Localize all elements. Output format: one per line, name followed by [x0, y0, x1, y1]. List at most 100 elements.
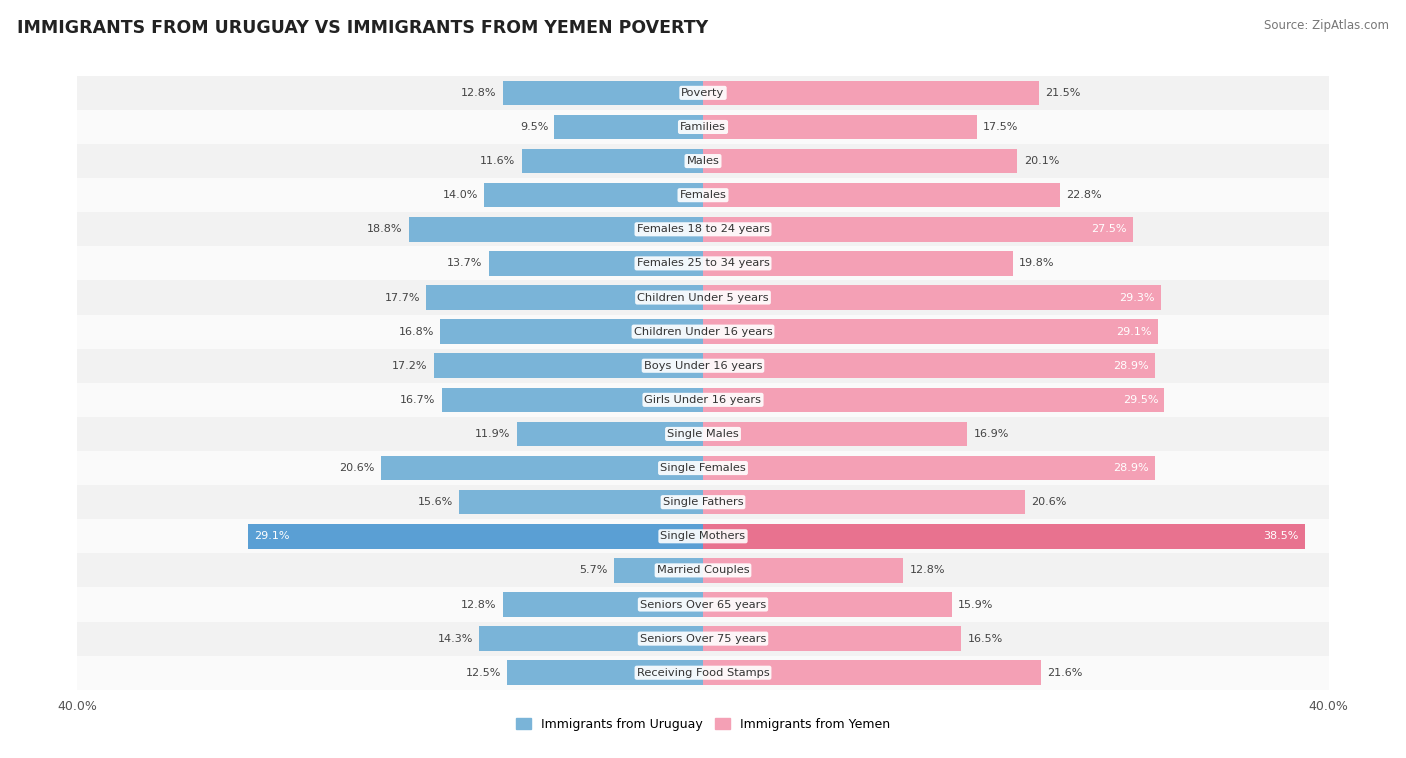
Text: 29.1%: 29.1%: [254, 531, 290, 541]
Bar: [703, 626, 962, 651]
Text: 17.2%: 17.2%: [392, 361, 427, 371]
Bar: [77, 315, 1329, 349]
Bar: [703, 114, 977, 139]
Bar: [458, 490, 703, 515]
Text: 15.9%: 15.9%: [957, 600, 993, 609]
Bar: [440, 319, 703, 344]
Text: Boys Under 16 years: Boys Under 16 years: [644, 361, 762, 371]
Bar: [77, 587, 1329, 622]
Text: Children Under 16 years: Children Under 16 years: [634, 327, 772, 337]
Text: Married Couples: Married Couples: [657, 565, 749, 575]
Bar: [77, 178, 1329, 212]
Bar: [77, 622, 1329, 656]
Text: 21.6%: 21.6%: [1047, 668, 1083, 678]
Bar: [77, 212, 1329, 246]
Bar: [409, 217, 703, 242]
Bar: [614, 558, 703, 583]
Text: 28.9%: 28.9%: [1114, 361, 1149, 371]
Bar: [503, 80, 703, 105]
Bar: [703, 183, 1060, 208]
Bar: [434, 353, 703, 378]
Bar: [703, 558, 903, 583]
Bar: [703, 353, 1156, 378]
Bar: [703, 149, 1018, 174]
Text: 15.6%: 15.6%: [418, 497, 453, 507]
Bar: [703, 80, 1039, 105]
Text: 18.8%: 18.8%: [367, 224, 402, 234]
Text: Single Mothers: Single Mothers: [661, 531, 745, 541]
Bar: [703, 319, 1159, 344]
Text: Males: Males: [686, 156, 720, 166]
Bar: [381, 456, 703, 481]
Text: Females: Females: [679, 190, 727, 200]
Bar: [479, 626, 703, 651]
Text: Girls Under 16 years: Girls Under 16 years: [644, 395, 762, 405]
Text: 16.9%: 16.9%: [973, 429, 1010, 439]
Text: 11.6%: 11.6%: [479, 156, 515, 166]
Bar: [517, 421, 703, 446]
Bar: [703, 524, 1305, 549]
Bar: [77, 280, 1329, 315]
Text: 12.5%: 12.5%: [465, 668, 501, 678]
Bar: [77, 349, 1329, 383]
Text: 29.3%: 29.3%: [1119, 293, 1156, 302]
Text: Single Males: Single Males: [666, 429, 740, 439]
Text: 5.7%: 5.7%: [579, 565, 607, 575]
Bar: [247, 524, 703, 549]
Text: 20.1%: 20.1%: [1024, 156, 1059, 166]
Text: Families: Families: [681, 122, 725, 132]
Bar: [522, 149, 703, 174]
Bar: [703, 251, 1012, 276]
Bar: [703, 421, 967, 446]
Text: Children Under 5 years: Children Under 5 years: [637, 293, 769, 302]
Text: Single Fathers: Single Fathers: [662, 497, 744, 507]
Legend: Immigrants from Uruguay, Immigrants from Yemen: Immigrants from Uruguay, Immigrants from…: [510, 713, 896, 736]
Bar: [77, 553, 1329, 587]
Text: 17.5%: 17.5%: [983, 122, 1018, 132]
Text: Females 25 to 34 years: Females 25 to 34 years: [637, 258, 769, 268]
Bar: [503, 592, 703, 617]
Bar: [77, 383, 1329, 417]
Text: Poverty: Poverty: [682, 88, 724, 98]
Text: 12.8%: 12.8%: [461, 88, 496, 98]
Text: 29.5%: 29.5%: [1122, 395, 1159, 405]
Text: 14.0%: 14.0%: [443, 190, 478, 200]
Text: Seniors Over 65 years: Seniors Over 65 years: [640, 600, 766, 609]
Text: 27.5%: 27.5%: [1091, 224, 1126, 234]
Text: 17.7%: 17.7%: [384, 293, 420, 302]
Bar: [77, 246, 1329, 280]
Text: 16.8%: 16.8%: [398, 327, 434, 337]
Text: 20.6%: 20.6%: [339, 463, 374, 473]
Bar: [508, 660, 703, 685]
Text: 12.8%: 12.8%: [461, 600, 496, 609]
Bar: [703, 592, 952, 617]
Bar: [77, 485, 1329, 519]
Text: 22.8%: 22.8%: [1066, 190, 1101, 200]
Text: 19.8%: 19.8%: [1019, 258, 1054, 268]
Text: 12.8%: 12.8%: [910, 565, 945, 575]
Text: 28.9%: 28.9%: [1114, 463, 1149, 473]
Text: 38.5%: 38.5%: [1264, 531, 1299, 541]
Bar: [77, 451, 1329, 485]
Bar: [703, 660, 1040, 685]
Bar: [703, 285, 1161, 310]
Text: 9.5%: 9.5%: [520, 122, 548, 132]
Text: Source: ZipAtlas.com: Source: ZipAtlas.com: [1264, 19, 1389, 32]
Text: 14.3%: 14.3%: [437, 634, 472, 644]
Bar: [77, 110, 1329, 144]
Bar: [489, 251, 703, 276]
Text: 11.9%: 11.9%: [475, 429, 510, 439]
Bar: [77, 519, 1329, 553]
Text: IMMIGRANTS FROM URUGUAY VS IMMIGRANTS FROM YEMEN POVERTY: IMMIGRANTS FROM URUGUAY VS IMMIGRANTS FR…: [17, 19, 709, 37]
Bar: [77, 417, 1329, 451]
Text: 29.1%: 29.1%: [1116, 327, 1152, 337]
Bar: [703, 387, 1164, 412]
Text: Seniors Over 75 years: Seniors Over 75 years: [640, 634, 766, 644]
Bar: [484, 183, 703, 208]
Text: 13.7%: 13.7%: [447, 258, 482, 268]
Bar: [441, 387, 703, 412]
Bar: [703, 456, 1156, 481]
Bar: [77, 144, 1329, 178]
Bar: [703, 490, 1025, 515]
Text: 20.6%: 20.6%: [1032, 497, 1067, 507]
